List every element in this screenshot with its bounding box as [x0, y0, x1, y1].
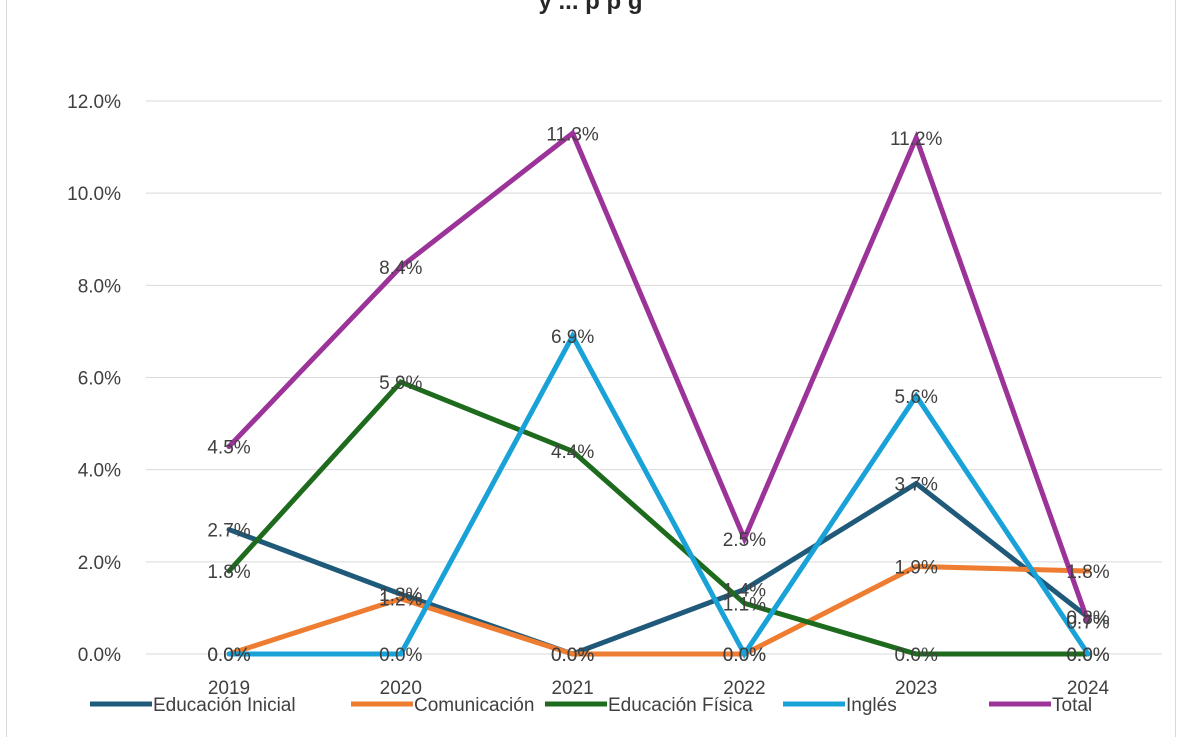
data-label: 5.9% [379, 373, 422, 394]
data-label: 11.2% [890, 129, 943, 150]
y-tick-label: 10.0% [67, 184, 121, 205]
legend-label: Educación Inicial [153, 695, 296, 716]
data-label: 0.0% [895, 645, 938, 666]
data-label: 4.4% [551, 442, 594, 463]
chart-frame [6, 0, 1176, 737]
legend-label: Comunicación [414, 695, 534, 716]
x-tick-label: 2022 [723, 678, 765, 699]
data-label: 8.4% [379, 258, 422, 279]
data-label: 0.0% [207, 645, 250, 666]
legend-label: Educación Física [608, 695, 753, 716]
data-label: 0.0% [379, 645, 422, 666]
data-label: 1.3% [379, 585, 422, 606]
data-label: 11.3% [546, 124, 599, 145]
data-label: 0.8% [1066, 608, 1109, 629]
x-tick-label: 2019 [208, 678, 250, 699]
y-tick-label: 4.0% [78, 461, 121, 482]
data-label: 4.5% [207, 438, 250, 459]
data-label: 6.9% [551, 327, 594, 348]
x-tick-label: 2021 [551, 678, 593, 699]
legend: Educación Inicial Comunicación Educación F… [90, 695, 1092, 716]
data-label: 1.8% [1066, 562, 1109, 583]
data-label: 0.0% [1066, 645, 1109, 666]
data-label: 1.2% [379, 590, 422, 611]
data-label: 0.0% [551, 645, 594, 666]
data-label: 0.0% [1066, 645, 1109, 666]
y-axis-ticks: 0.0% 2.0% 4.0% 6.0% 8.0% 10.0% 12.0% [67, 92, 121, 666]
series-line [226, 563, 1091, 657]
y-tick-label: 12.0% [67, 92, 121, 113]
legend-label: Inglés [846, 695, 897, 716]
y-tick-label: 2.0% [78, 553, 121, 574]
series-line [226, 379, 1091, 657]
data-label: 0.0% [551, 645, 594, 666]
series-lines [226, 129, 1091, 659]
series-line [226, 330, 1091, 659]
data-label: 1.8% [207, 562, 250, 583]
x-axis-ticks: 2019 2020 2021 2022 2023 2024 [208, 678, 1110, 699]
data-label: 2.5% [723, 530, 766, 551]
chart-title: y ... p p g [538, 0, 643, 15]
data-label: 0.0% [723, 645, 766, 666]
y-tick-label: 6.0% [78, 369, 121, 390]
data-label: 1.4% [723, 580, 766, 601]
y-tick-label: 8.0% [78, 276, 121, 297]
data-label: 0.7% [1066, 613, 1109, 634]
data-labels: 2.7% 1.3% 0.0% 1.4% 3.7% 0.8% 0.0% 1.2% 0.0% 0.0%… [207, 124, 1109, 666]
x-tick-label: 2023 [895, 678, 937, 699]
data-label: 1.1% [723, 594, 766, 615]
data-label: 3.7% [895, 474, 938, 495]
data-label: 0.0% [207, 645, 250, 666]
x-tick-label: 2024 [1067, 678, 1110, 699]
legend-label: Total [1052, 695, 1092, 716]
data-label: 2.7% [207, 521, 250, 542]
series-line [226, 129, 1091, 625]
data-label: 0.0% [723, 645, 766, 666]
data-label: 1.9% [895, 557, 938, 578]
series-line [226, 480, 1091, 657]
x-tick-label: 2020 [380, 678, 422, 699]
y-tick-label: 0.0% [78, 645, 121, 666]
data-label: 5.6% [895, 387, 938, 408]
